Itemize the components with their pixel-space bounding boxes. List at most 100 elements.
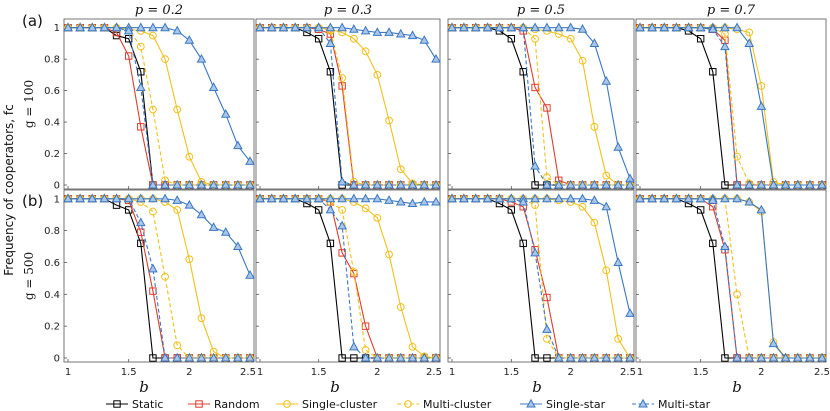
data-point [63, 193, 73, 203]
data-point [160, 193, 170, 203]
data-point [659, 22, 670, 32]
legend-item-static: Static [106, 398, 163, 411]
data-point [337, 22, 347, 32]
data-point [149, 207, 157, 216]
data-point [519, 239, 527, 248]
data-point [470, 193, 481, 203]
data-point [290, 193, 301, 203]
data-point [577, 179, 588, 189]
data-point [349, 179, 359, 189]
data-point [613, 352, 623, 362]
data-point [245, 352, 255, 362]
data-point [314, 35, 323, 43]
data-point [135, 217, 146, 227]
column-title-0: p = 0.2 [135, 3, 183, 18]
data-point [325, 38, 336, 47]
data-point [220, 352, 231, 362]
data-point [530, 193, 540, 203]
data-point [565, 22, 576, 32]
data-point [482, 22, 493, 32]
x-tick-label: 2.5 [620, 367, 636, 378]
legend-label: Single-cluster [302, 398, 378, 411]
legend-label: Multi-cluster [423, 398, 492, 411]
data-point [137, 123, 145, 131]
y-tick-label: 0.8 [44, 226, 60, 237]
data-point [111, 22, 122, 32]
data-point [148, 193, 158, 203]
x-tick-label: 1.5 [693, 367, 709, 378]
data-point [208, 222, 219, 231]
y-tick-label: 1 [54, 194, 60, 205]
data-point [372, 27, 383, 36]
series-multi-star [447, 22, 635, 189]
panel-r0-c3 [635, 18, 827, 190]
legend-marker [283, 400, 291, 408]
data-point [148, 263, 158, 273]
data-point [768, 179, 779, 189]
x-axis-label-3: b [532, 378, 542, 396]
series-multi-star [447, 193, 635, 362]
data-point [756, 101, 767, 110]
data-point [338, 74, 347, 82]
data-point [124, 35, 133, 43]
data-point [338, 249, 346, 257]
data-point [99, 22, 110, 32]
data-point [613, 179, 623, 189]
data-point [419, 196, 430, 206]
panel-r0-c1 [255, 18, 441, 190]
y-tick-label: 0.6 [44, 86, 60, 97]
data-point [553, 179, 564, 189]
legend-marker [526, 398, 536, 408]
data-point [613, 257, 623, 266]
data-point [123, 25, 134, 35]
data-point [530, 160, 540, 170]
y-tick-label: 0.4 [44, 290, 60, 301]
data-point [314, 206, 323, 214]
column-title-2: p = 0.5 [517, 3, 565, 18]
data-point [553, 193, 564, 203]
data-point [565, 179, 576, 189]
data-point [531, 354, 539, 362]
data-point [683, 22, 694, 32]
column-title-3: p = 0.7 [707, 3, 756, 18]
data-point [220, 226, 231, 236]
data-point [601, 75, 612, 85]
data-point [372, 193, 383, 203]
series-line [260, 27, 436, 186]
data-point [601, 179, 612, 189]
data-point [707, 195, 718, 204]
data-point [385, 250, 393, 259]
data-point [337, 176, 347, 186]
legend-label: Static [132, 398, 163, 411]
data-point [233, 179, 243, 189]
x-tick-label: 1.5 [311, 367, 327, 378]
x-tick-label: 2 [758, 367, 764, 378]
data-point [149, 31, 157, 40]
series-line [260, 198, 436, 359]
panel-r0-c0: 0 0.2 0.4 0.6 0.8 1 [44, 18, 255, 192]
data-point [337, 193, 347, 203]
data-point [732, 193, 742, 203]
y-tick-label: 0.4 [44, 118, 60, 129]
x-tick-label: 2 [374, 367, 380, 378]
legend-marker [404, 400, 412, 408]
data-point [161, 272, 169, 281]
data-point [507, 35, 516, 43]
legend: Static Random Single-cluster Multi-cluster S… [106, 398, 711, 411]
x-tick-label: 2.5 [240, 367, 256, 378]
data-point [531, 83, 539, 92]
data-point [245, 179, 255, 189]
legend-label: Multi-star [658, 398, 711, 411]
x-tick-label: 2.5 [814, 367, 830, 378]
panel-frame [447, 189, 635, 363]
data-point [431, 196, 441, 206]
data-point [732, 352, 742, 362]
legend-label: Random [214, 398, 260, 411]
y-axis-label: Frequency of cooperators, fc [2, 104, 16, 275]
data-point [531, 181, 539, 189]
data-point [577, 352, 588, 362]
data-point [768, 338, 779, 348]
data-point [360, 352, 371, 362]
data-point [160, 352, 170, 362]
data-point [372, 352, 383, 362]
